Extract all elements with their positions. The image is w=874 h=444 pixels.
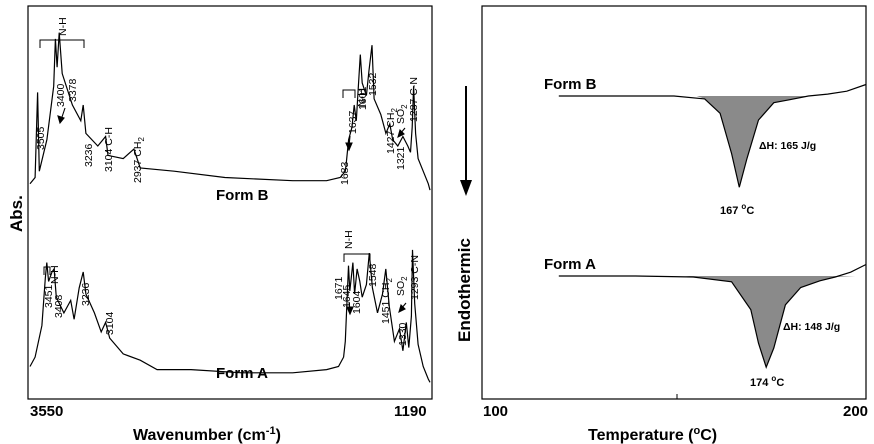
dsc-plot-frame	[481, 5, 867, 400]
ir-series-form-a	[29, 249, 431, 383]
ir-bracket-label: N-H	[57, 17, 69, 36]
ir-peak-label-b: 3505	[35, 126, 47, 150]
ir-arrow	[57, 107, 407, 316]
ir-peak-label-b: 1601	[357, 86, 369, 110]
dsc-fill-form-a	[685, 276, 856, 368]
ir-peak-label-b: 2937 CH2	[132, 137, 146, 183]
ir-peak-label-a: 3408	[53, 294, 65, 318]
ir-peak-label-a: 1293 C-N	[409, 255, 421, 300]
ir-plot-frame	[27, 5, 433, 400]
ir-peak-label-b: 3378	[67, 78, 79, 102]
dsc-series-form-a	[558, 263, 867, 369]
ir-peak-label-a: 1451 CH2	[380, 278, 394, 324]
dsc-fill-form-b	[696, 96, 810, 188]
ir-bracket-label: N-H	[343, 230, 355, 249]
ir-bracket-a-nh-low	[343, 253, 371, 262]
ir-peak-label-a: 1671	[333, 276, 345, 300]
dsc-enthalpy-label: ΔH: 148 J/g	[783, 321, 840, 333]
ir-peak-label-b: SO2	[395, 104, 409, 124]
ir-bracket-label: N-H	[49, 265, 61, 284]
ir-peak-label-a: SO2	[395, 276, 409, 296]
dsc-x-tick-label: 100	[483, 403, 508, 420]
ir-peak-label-b: 1287 C-N	[408, 77, 420, 122]
dsc-enthalpy-label: ΔH: 165 J/g	[759, 140, 816, 152]
ir-bracket-a-nh-high	[43, 266, 51, 275]
ir-bracket-b-nh-low	[342, 89, 356, 98]
ir-peak-label-b: 1637	[347, 110, 359, 134]
ir-series-form-b	[29, 32, 431, 191]
ir-peak-label-a: 3104	[104, 311, 116, 335]
ir-peak-label-b: 3104 C-H	[103, 127, 115, 172]
ir-peak-label-b: 3400	[55, 83, 67, 107]
ir-form-label: Form B	[216, 187, 269, 204]
ir-bracket-b-nh-high	[39, 39, 85, 48]
ir-x-tick-label: 1190	[394, 403, 427, 420]
dsc-y-axis-label: Endothermic	[455, 238, 474, 342]
ir-x-axis-label: Wavenumber (cm-1)	[133, 425, 281, 444]
dsc-x-tick-label: 200	[843, 403, 868, 420]
ir-peak-label-b: 1532	[367, 72, 379, 96]
dsc-form-label: Form A	[544, 256, 596, 273]
ir-bracket-label: N-H	[356, 88, 368, 107]
ir-peak-label-b: 1321	[395, 146, 407, 170]
dsc-peak-label: 174 oC	[750, 374, 784, 389]
endothermic-arrow-head	[460, 180, 472, 196]
ir-peak-label-a: 1604	[351, 290, 363, 314]
ir-peak-label-a: 3236	[80, 282, 92, 306]
ir-peak-label-b: 1683	[339, 161, 351, 185]
ir-peak-label-b: 3236	[83, 143, 95, 167]
ir-peak-label-a: 1548	[367, 263, 379, 287]
dsc-panel: Form B Form A ΔH: 165 J/g ΔH: 148 J/g 16…	[455, 5, 868, 444]
dsc-peak-label: 167 oC	[720, 202, 754, 217]
dsc-form-label: Form B	[544, 76, 597, 93]
ir-peak-label-a: 3451	[43, 284, 55, 308]
ir-y-axis-label: Abs.	[7, 195, 26, 232]
ir-peak-label-a: 1645	[341, 284, 353, 308]
ir-peak-label-a: 1330	[397, 322, 409, 346]
dsc-x-axis-label: Temperature (oC)	[588, 425, 717, 444]
ir-form-label: Form A	[216, 365, 268, 382]
ir-peak-label-b: 1427 CH2	[385, 108, 399, 154]
dsc-series-form-b	[558, 83, 867, 188]
ir-x-tick-label: 3550	[30, 403, 63, 420]
ir-panel: N-H N-H N-H N-H 3505 3400 3378 3236 3104…	[7, 5, 433, 444]
